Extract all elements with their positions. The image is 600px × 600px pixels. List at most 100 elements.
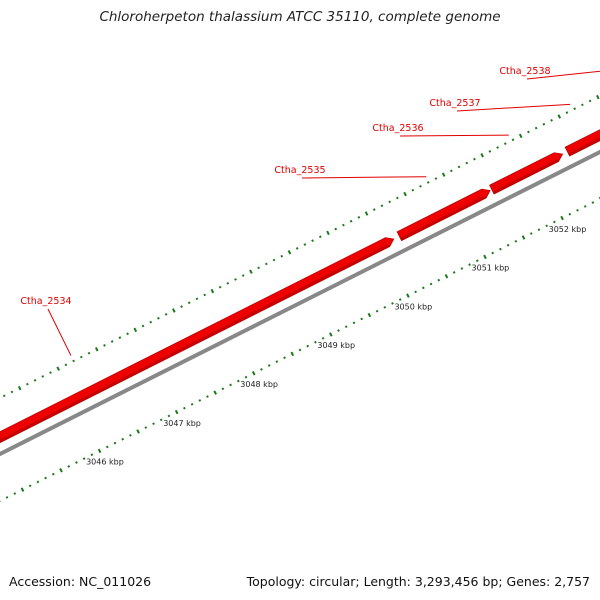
- outer-tick: [557, 114, 562, 119]
- inner-tick: [491, 251, 495, 255]
- outer-tick: [203, 293, 207, 297]
- inner-tick: [167, 414, 171, 418]
- outer-tick: [434, 177, 438, 180]
- outer-tick: [17, 385, 22, 391]
- inner-tick: [521, 235, 526, 240]
- outer-tick: [210, 288, 215, 294]
- outer-tick: [218, 285, 222, 289]
- inner-tick: [198, 399, 202, 402]
- outer-tick: [496, 146, 499, 149]
- inner-tick: [59, 468, 63, 473]
- scale-label: 3049 kbp: [317, 341, 355, 350]
- outer-tick: [565, 111, 569, 114]
- inner-tick: [499, 247, 502, 251]
- inner-tick: [90, 453, 94, 457]
- outer-tick: [180, 305, 183, 308]
- inner-tick: [113, 441, 117, 445]
- inner-tick: [174, 409, 179, 415]
- inner-tick: [460, 267, 464, 270]
- gene-labels: Ctha_2534 Ctha_2535 Ctha_2536 Ctha_2537 Ctha…: [20, 66, 600, 356]
- outer-tick: [164, 313, 168, 316]
- outer-tick: [550, 119, 553, 122]
- inner-tick: [352, 321, 356, 325]
- inner-tick: [129, 433, 132, 437]
- inner-tick: [444, 274, 449, 279]
- outer-tick: [511, 138, 515, 142]
- outer-tick: [280, 254, 284, 258]
- outer-tick: [441, 172, 446, 177]
- gene-ctha-2535[interactable]: [396, 188, 491, 242]
- outer-tick: [326, 230, 330, 236]
- outer-tick: [581, 103, 584, 107]
- inner-tick: [329, 332, 333, 337]
- scale-label: 3046 kbp: [86, 458, 124, 467]
- outer-tick: [26, 382, 29, 386]
- inner-tick: [437, 278, 441, 282]
- inner-tick: [51, 472, 55, 476]
- inner-tick: [13, 492, 17, 495]
- gene-leader-line: [47, 308, 72, 356]
- inner-tick: [267, 364, 271, 367]
- inner-tick: [5, 496, 9, 499]
- outer-tick: [172, 308, 176, 313]
- inner-tick: [152, 422, 155, 426]
- inner-tick: [383, 305, 387, 309]
- outer-tick: [110, 340, 114, 343]
- inner-tick: [398, 298, 402, 301]
- outer-tick: [257, 266, 260, 270]
- inner-tick: [97, 448, 102, 454]
- gene-shadow: [492, 158, 559, 195]
- outer-tick: [426, 181, 430, 184]
- outer-tick: [480, 153, 484, 158]
- outer-tick: [49, 371, 52, 374]
- gene-leader-line: [526, 70, 600, 80]
- inner-tick: [537, 228, 541, 232]
- gene-label: Ctha_2534: [20, 296, 71, 307]
- inner-tick: [568, 212, 572, 216]
- outer-tick: [488, 150, 492, 153]
- outer-tick: [573, 107, 577, 111]
- gene-track[interactable]: [0, 77, 600, 444]
- gene-label: Ctha_2538: [499, 66, 550, 77]
- inner-tick: [44, 476, 47, 480]
- inner-tick: [391, 302, 394, 305]
- outer-tick: [465, 161, 469, 165]
- topology-text: Topology: circular; Length: 3,293,456 bp…: [246, 574, 590, 589]
- outer-tick: [334, 227, 338, 231]
- outer-tick: [41, 375, 45, 378]
- inner-tick: [82, 457, 86, 460]
- scale-label: 3050 kbp: [394, 302, 432, 311]
- inner-tick: [28, 484, 32, 488]
- inner-tick: [244, 375, 248, 379]
- map-title: Chloroherpeton thalassium ATCC 35110, co…: [99, 9, 501, 25]
- outer-tick: [342, 223, 345, 227]
- outer-tick: [79, 355, 83, 359]
- outer-tick: [357, 216, 361, 219]
- inner-tick: [483, 254, 487, 260]
- gene-leader-line: [456, 103, 571, 112]
- inner-tick: [105, 445, 109, 449]
- inner-tick: [553, 220, 556, 224]
- inner-tick: [121, 437, 125, 441]
- outer-tick: [187, 301, 191, 305]
- outer-tick: [503, 142, 507, 145]
- outer-tick: [195, 297, 199, 301]
- scale-label: 3051 kbp: [472, 264, 510, 273]
- gene-leader-line: [399, 134, 509, 137]
- outer-tick: [287, 250, 292, 255]
- inner-tick: [514, 239, 518, 243]
- inner-tick: [591, 201, 595, 204]
- outer-tick: [94, 347, 99, 352]
- inner-tick: [206, 395, 209, 398]
- outer-tick: [272, 258, 276, 262]
- outer-tick: [133, 327, 138, 333]
- inner-tick: [190, 402, 194, 406]
- inner-tick: [229, 383, 232, 387]
- outer-tick: [303, 243, 307, 246]
- outer-tick: [234, 278, 237, 281]
- inner-tick: [560, 215, 564, 221]
- inner-tick: [583, 205, 587, 208]
- inner-tick: [421, 286, 425, 290]
- scale-labels: 3046 kbp 3047 kbp 3048 kbp 3049 kbp 3050 kbp…: [86, 225, 586, 467]
